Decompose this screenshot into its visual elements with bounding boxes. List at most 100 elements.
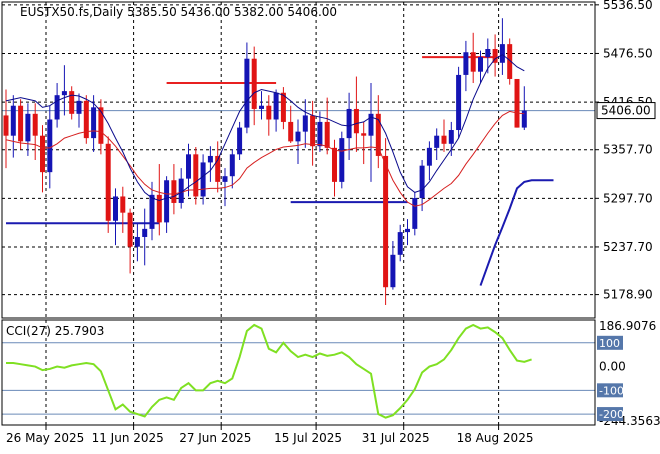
candle-body: [156, 194, 162, 223]
x-tick-label: 11 Jun 2025: [92, 431, 164, 445]
candle: [441, 119, 447, 152]
candle: [368, 83, 374, 182]
header-low: 5382.00: [230, 5, 283, 19]
y-tick-label: 5237.70: [603, 240, 653, 254]
candle: [295, 119, 301, 165]
candle-body: [317, 121, 323, 147]
cci-title: CCI(27) 25.7903: [6, 324, 104, 338]
y-tick-label: 5536.50: [603, 0, 653, 12]
cci-y-tick-label: 0.00: [599, 360, 626, 374]
candle: [76, 93, 82, 128]
candle-body: [499, 44, 505, 63]
header-high: 5436.00: [177, 5, 230, 19]
candle: [105, 136, 111, 233]
candle-body: [149, 194, 155, 229]
candle-body: [40, 135, 45, 173]
candle-body: [10, 105, 16, 136]
candle-body: [375, 113, 381, 156]
candle: [405, 219, 410, 246]
candle-body: [54, 95, 60, 120]
candle: [207, 146, 213, 182]
candle-body: [76, 100, 82, 114]
candle-body: [142, 228, 148, 237]
candle-body: [353, 108, 359, 134]
candle: [32, 103, 38, 160]
candle-body: [3, 115, 9, 136]
y-tick-label: 5476.50: [603, 46, 653, 60]
x-tick-label: 26 May 2025: [6, 431, 84, 445]
candle-body: [426, 147, 432, 166]
candle: [259, 91, 264, 120]
candle-body: [310, 115, 316, 147]
candle: [521, 86, 527, 131]
candle-body: [368, 113, 374, 136]
candle-body: [193, 154, 199, 197]
candle: [485, 38, 491, 74]
x-tick-label: 15 Jul 2025: [274, 431, 342, 445]
candle: [61, 65, 67, 116]
candle-body: [441, 135, 447, 144]
candle: [98, 99, 104, 155]
candle-body: [302, 115, 308, 132]
current-price-badge: [596, 102, 656, 120]
candle: [324, 97, 330, 155]
candle: [120, 186, 126, 233]
candle-body: [295, 131, 301, 142]
candle: [193, 147, 199, 205]
candle: [514, 78, 520, 128]
candle-body: [514, 78, 520, 128]
candle: [317, 111, 323, 152]
candle-body: [383, 155, 389, 288]
candle: [353, 76, 359, 152]
candle-body: [390, 254, 396, 288]
price-header: EUSTX50.fs,Daily 5385.50 5436.00 5382.00…: [20, 5, 337, 19]
candle: [83, 95, 89, 144]
candle-body: [120, 196, 126, 213]
cci-level-badge: [597, 407, 623, 422]
candle: [237, 121, 243, 160]
candle-body: [229, 154, 235, 177]
candle-body: [361, 133, 367, 136]
candle-body: [200, 162, 206, 197]
candle: [434, 128, 440, 160]
candle-body: [215, 155, 221, 182]
candle-body: [171, 180, 177, 203]
candle-body: [492, 48, 498, 63]
x-tick-label: 18 Aug 2025: [457, 431, 534, 445]
candle: [426, 141, 432, 181]
header-open: 5385.50: [123, 5, 176, 19]
candle-body: [127, 212, 133, 247]
candle: [215, 141, 221, 193]
candle: [339, 131, 345, 189]
candle: [310, 100, 316, 166]
candle: [412, 192, 418, 236]
candle-body: [405, 228, 410, 233]
candle-body: [280, 92, 286, 122]
candle-body: [98, 107, 104, 144]
candle: [288, 105, 294, 143]
candle: [499, 18, 505, 75]
candle-body: [83, 100, 89, 139]
candle: [375, 95, 381, 169]
candle: [302, 99, 308, 148]
candle-body: [47, 119, 53, 173]
candle: [507, 38, 513, 85]
candle: [178, 168, 184, 209]
candle: [149, 181, 155, 241]
candle: [91, 95, 97, 152]
candle: [470, 32, 476, 84]
ma-line-1: [5, 54, 525, 202]
candle: [244, 42, 250, 134]
candle-body: [266, 105, 272, 120]
y-tick-label: 5357.70: [603, 143, 653, 157]
candle-body: [69, 91, 75, 114]
candle-body: [25, 113, 31, 142]
candle: [134, 224, 140, 262]
current-price-label: 5406.00: [601, 104, 651, 118]
candle: [54, 83, 60, 128]
candle: [332, 139, 337, 197]
candle: [171, 164, 177, 215]
cci-level-label: 100: [599, 337, 620, 350]
candle: [229, 149, 235, 189]
candle: [478, 50, 483, 84]
